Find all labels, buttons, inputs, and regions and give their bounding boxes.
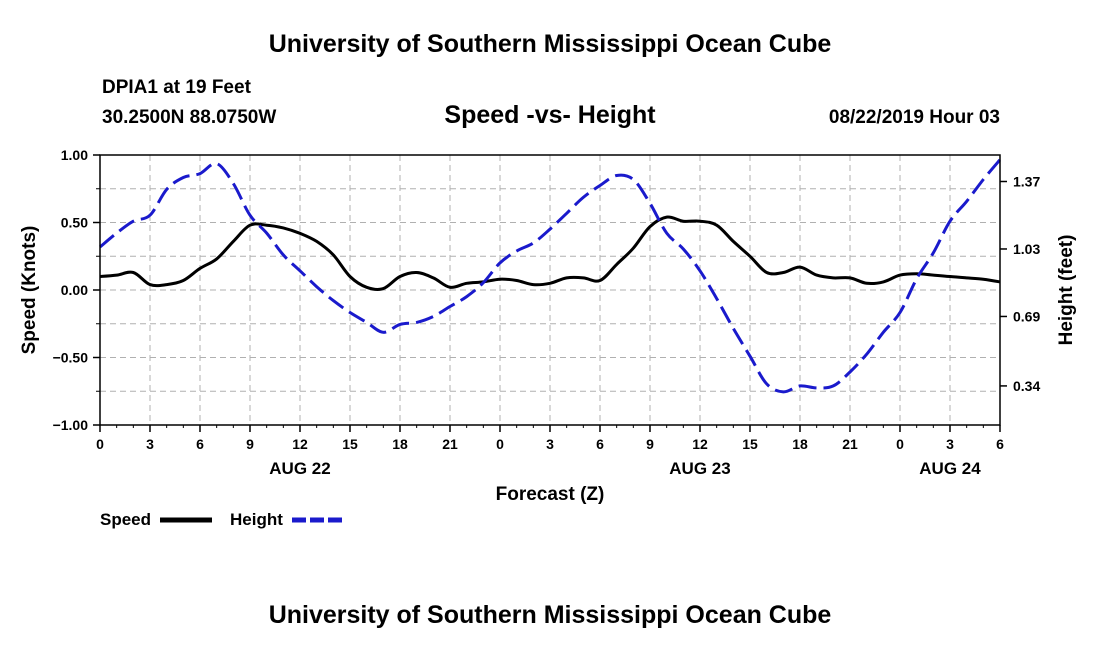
x-tick-label: 9: [646, 436, 654, 452]
x-tick-label: 6: [996, 436, 1004, 452]
x-tick-label: 0: [496, 436, 504, 452]
x-tick-label: 15: [742, 436, 758, 452]
y-tick-label: −0.50: [53, 350, 89, 366]
date-label: AUG 22: [269, 459, 330, 478]
x-tick-label: 12: [292, 436, 308, 452]
x-tick-label: 15: [342, 436, 358, 452]
x-tick-label: 12: [692, 436, 708, 452]
y2-tick-label: 0.69: [1013, 308, 1040, 324]
height-series-line: [99, 158, 1002, 394]
axis-ticks: [93, 154, 1007, 432]
x-tick-label: 21: [442, 436, 458, 452]
series-lines: [99, 158, 1002, 394]
x-tick-label: 6: [596, 436, 604, 452]
speed-series-line: [99, 215, 1001, 292]
y2-axis-title: Height (feet): [1056, 235, 1077, 346]
y2-tick-label: 1.03: [1013, 241, 1040, 257]
y-tick-label: 0.50: [61, 215, 88, 231]
x-tick-label: 18: [792, 436, 808, 452]
x-tick-label: 9: [246, 436, 254, 452]
legend-height-label: Height: [230, 510, 283, 529]
y-tick-label: 1.00: [61, 147, 88, 163]
y-tick-label: 0.00: [61, 282, 88, 298]
x-tick-label: 3: [946, 436, 954, 452]
grid-lines: [100, 155, 1000, 425]
date-label: AUG 23: [669, 459, 730, 478]
plot-title: Speed -vs- Height: [444, 101, 656, 129]
x-tick-label: 3: [546, 436, 554, 452]
x-axis-title: Forecast (Z): [496, 484, 605, 505]
bottom-title: University of Southern Mississippi Ocean…: [268, 601, 832, 629]
legend: Speed Height: [100, 510, 344, 529]
x-tick-label: 3: [146, 436, 154, 452]
y-tick-label: −1.00: [53, 417, 89, 433]
x-tick-label: 0: [896, 436, 904, 452]
axis-labels: 0 3 6 9 12 15 18 21 0 3 6 9 12 15 18 21 0 3 6 AUG 22 AUG 23 A…: [53, 147, 1041, 478]
legend-speed-label: Speed: [100, 510, 151, 529]
y2-tick-label: 0.34: [1013, 378, 1040, 394]
date-label: AUG 24: [919, 459, 981, 478]
x-tick-label: 0: [96, 436, 104, 452]
datetime-label: 08/22/2019 Hour 03: [828, 107, 1000, 128]
station-label: DPIA1 at 19 Feet: [102, 77, 251, 98]
x-tick-label: 6: [196, 436, 204, 452]
x-tick-label: 21: [842, 436, 858, 452]
y-axis-title: Speed (Knots): [19, 226, 40, 355]
location-label: 30.2500N 88.0750W: [102, 107, 277, 128]
top-title: University of Southern Mississippi Ocean…: [268, 30, 832, 58]
x-tick-label: 18: [392, 436, 408, 452]
y2-tick-label: 1.37: [1013, 173, 1040, 189]
